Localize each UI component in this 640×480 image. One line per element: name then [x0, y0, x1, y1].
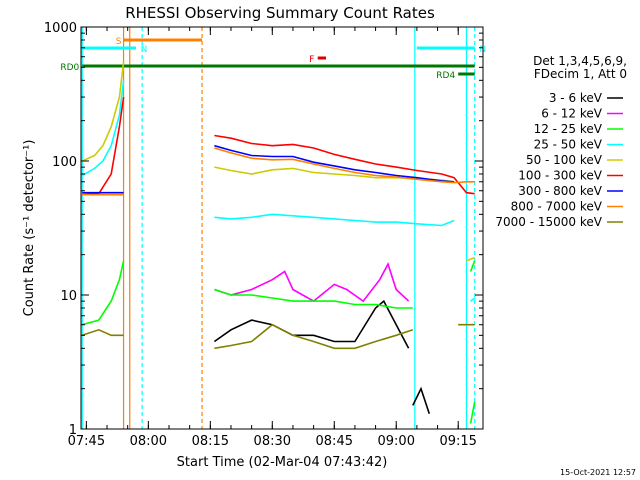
x-tick-label: 09:00 [378, 434, 415, 449]
x-axis-label: Start Time (02-Mar-04 07:43:42) [177, 455, 388, 470]
flag-label: F [309, 55, 314, 65]
series-line [214, 288, 413, 309]
flag-label: RD0 [60, 63, 79, 73]
legend-entry-label: 300 - 800 keV [518, 184, 602, 198]
legend-entry-label: 6 - 12 keV [541, 107, 603, 121]
series-line [214, 213, 455, 227]
legend-entry-label: 100 - 300 keV [518, 169, 602, 183]
series-line [412, 386, 431, 414]
series-line [81, 61, 125, 162]
footer-timestamp: 15-Oct-2021 12:57 [560, 468, 636, 477]
y-tick-label: 10 [60, 289, 77, 304]
series-line [81, 260, 125, 326]
x-tick-label: 09:15 [439, 434, 476, 449]
chart-title: RHESSI Observing Summary Count Rates [125, 4, 435, 22]
series-line [81, 80, 125, 177]
series-line [214, 323, 414, 350]
x-tick-label: 07:45 [68, 434, 105, 449]
series-line [470, 297, 476, 302]
series-line [214, 134, 475, 195]
plot-lines [81, 27, 476, 429]
legend-header: Det 1,3,4,5,6,9, [533, 54, 627, 68]
legend-entry-label: 50 - 100 keV [526, 153, 603, 167]
legend-entry-label: 25 - 50 keV [534, 138, 603, 152]
series-line [466, 256, 475, 262]
series-line [214, 144, 455, 183]
x-tick-label: 08:45 [316, 434, 353, 449]
legend-entry-label: 800 - 7000 keV [511, 200, 603, 214]
x-tick-label: 08:15 [192, 434, 229, 449]
legend: Det 1,3,4,5,6,9,FDecim 1, Att 0 3 - 6 keV… [495, 54, 627, 229]
series-line [469, 401, 476, 424]
legend-header: FDecim 1, Att 0 [534, 67, 627, 81]
flag-label: N [141, 45, 148, 55]
plot-series [81, 61, 476, 424]
flag-label: S [116, 37, 122, 47]
flag-label: RD4 [436, 71, 455, 81]
y-tick-label: 1000 [44, 21, 77, 36]
legend-entry-label: 12 - 25 keV [534, 122, 603, 136]
y-tick-label: 1 [69, 423, 77, 438]
x-tick-label: 08:00 [130, 434, 167, 449]
x-tick-label: 08:30 [254, 434, 291, 449]
plot-frame [80, 26, 484, 430]
y-tick-label: 100 [52, 155, 77, 170]
axes: 07:45 08:00 08:15 08:30 08:45 09:00 09:15 1 10 10… [44, 21, 483, 449]
series-line [469, 260, 476, 272]
series-line [214, 262, 410, 303]
series-line [81, 328, 124, 337]
y-axis-label: Count Rate (s⁻¹ detector⁻¹) [22, 140, 37, 317]
series-line [213, 299, 410, 349]
series-line [214, 147, 475, 184]
legend-entry-label: 7000 - 15000 keV [495, 215, 602, 229]
legend-entry-label: 3 - 6 keV [549, 91, 603, 105]
